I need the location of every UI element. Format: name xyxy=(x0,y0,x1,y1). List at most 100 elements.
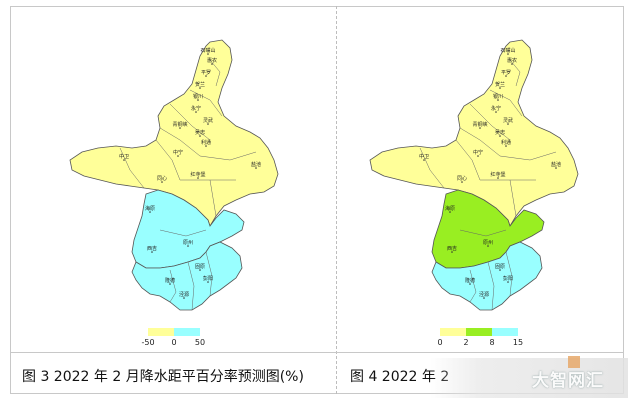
place-dot xyxy=(505,75,507,77)
place-label: 灵武 xyxy=(203,117,213,124)
place-dot xyxy=(451,251,453,253)
place-label: 利通 xyxy=(201,139,211,146)
county-boundary xyxy=(459,229,507,237)
place-label: 青铜峡 xyxy=(172,121,187,128)
watermark-text: 大智网汇 xyxy=(532,371,604,391)
place-label: 同心 xyxy=(157,175,167,182)
place-dot xyxy=(507,53,509,55)
place-dot xyxy=(205,75,207,77)
place-label: 平罗 xyxy=(501,70,511,76)
caption-divider xyxy=(10,352,624,353)
place-dot xyxy=(149,211,151,213)
region-south xyxy=(131,241,243,311)
place-dot xyxy=(199,269,201,271)
county-boundary xyxy=(459,127,501,157)
county-boundary xyxy=(119,147,145,189)
legend-right: 0 2 8 15 xyxy=(437,328,523,348)
place-label: 银川 xyxy=(193,93,203,100)
legend-right-tick-3: 15 xyxy=(512,338,524,347)
county-boundary xyxy=(187,261,195,311)
place-label: 惠农 xyxy=(507,57,517,64)
place-label: 隆德 xyxy=(165,277,175,284)
place-label: 盐池 xyxy=(551,161,561,168)
place-dot xyxy=(555,167,557,169)
place-label: 永宁 xyxy=(191,105,201,112)
place-label: 固原 xyxy=(495,264,505,270)
place-dot xyxy=(151,251,153,253)
place-label: 红寺堡 xyxy=(490,171,505,178)
legend-left-tick-2: 50 xyxy=(194,338,206,347)
place-label: 吴忠 xyxy=(495,130,505,136)
place-label: 永宁 xyxy=(491,105,501,112)
place-label: 彭阳 xyxy=(503,275,513,282)
place-dot xyxy=(161,181,163,183)
place-label: 泾源 xyxy=(179,291,189,298)
county-boundary xyxy=(509,59,521,87)
place-dot xyxy=(499,87,501,89)
place-label: 固原 xyxy=(195,264,205,270)
county-boundary xyxy=(419,147,445,189)
legend-left-tick-1: 0 xyxy=(171,338,177,347)
place-label: 隆德 xyxy=(465,277,475,284)
place-dot xyxy=(461,181,463,183)
county-boundary xyxy=(469,269,477,303)
place-dot xyxy=(199,87,201,89)
place-dot xyxy=(497,177,499,179)
caption-left: 图 3 2022 年 2 月降水距平百分率预测图(%) xyxy=(22,369,304,385)
place-label: 原州 xyxy=(483,240,493,246)
watermark-overlay xyxy=(430,358,628,398)
place-dot xyxy=(495,111,497,113)
place-label: 利通 xyxy=(501,139,511,146)
county-boundary xyxy=(169,103,211,141)
county-boundary xyxy=(469,103,511,141)
place-label: 石嘴山 xyxy=(200,47,215,54)
place-label: 西吉 xyxy=(147,245,157,252)
county-boundary xyxy=(455,139,481,181)
legend-left: -50 0 50 xyxy=(141,328,205,348)
place-dot xyxy=(255,167,257,169)
county-boundary xyxy=(209,59,221,87)
place-dot xyxy=(177,155,179,157)
county-boundary xyxy=(509,179,517,217)
place-dot xyxy=(505,145,507,147)
place-dot xyxy=(511,63,513,65)
county-boundary xyxy=(159,127,201,157)
place-label: 海原 xyxy=(145,205,155,212)
place-label: 惠农 xyxy=(207,57,217,64)
legend-left-swatch-1 xyxy=(174,328,200,336)
figure-frame xyxy=(10,6,624,394)
place-label: 平罗 xyxy=(201,70,211,76)
place-label: 中卫 xyxy=(419,153,429,160)
place-dot xyxy=(479,127,481,129)
legend-right-tick-2: 8 xyxy=(489,338,495,347)
place-label: 中宁 xyxy=(173,149,183,156)
place-dot xyxy=(487,245,489,247)
place-dot xyxy=(497,99,499,101)
legend-right-swatch-2 xyxy=(492,328,518,336)
place-dot xyxy=(183,297,185,299)
place-dot xyxy=(423,159,425,161)
legend-right-tick-0: 0 xyxy=(437,338,443,347)
legend-left-tick-0: -50 xyxy=(141,338,155,347)
place-dot xyxy=(469,283,471,285)
watermark-logo-icon xyxy=(568,356,580,368)
place-dot xyxy=(483,297,485,299)
place-label: 西吉 xyxy=(447,245,457,252)
place-label: 泾源 xyxy=(479,291,489,298)
place-label: 青铜峡 xyxy=(472,121,487,128)
place-dot xyxy=(207,281,209,283)
place-dot xyxy=(195,111,197,113)
place-label: 原州 xyxy=(183,240,193,246)
county-boundary xyxy=(487,261,495,311)
county-boundary xyxy=(489,89,523,117)
county-boundary xyxy=(155,139,181,181)
county-boundary xyxy=(199,151,257,161)
place-dot xyxy=(477,155,479,157)
county-boundary xyxy=(189,89,223,117)
place-dot xyxy=(499,269,501,271)
place-label: 灵武 xyxy=(503,117,513,124)
region-south xyxy=(431,241,543,311)
place-label: 海原 xyxy=(445,205,455,212)
